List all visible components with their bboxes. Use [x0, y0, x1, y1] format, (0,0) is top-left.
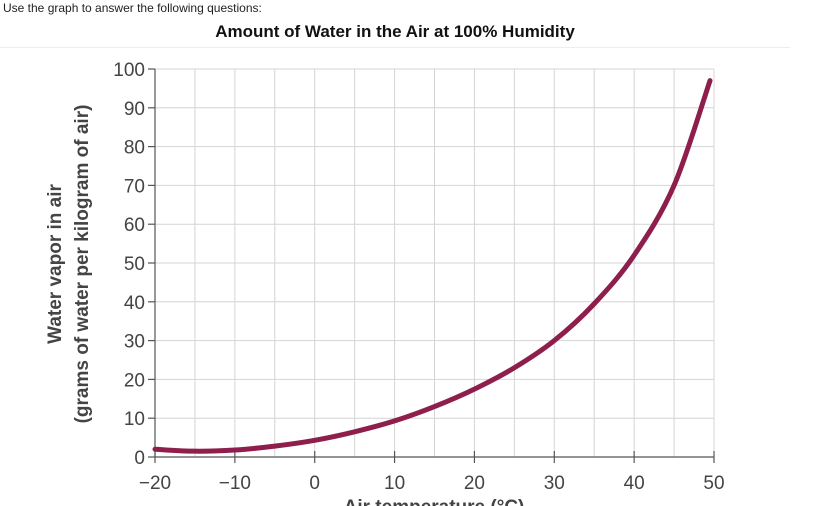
series-line — [152, 78, 713, 454]
y-tick-label: 30 — [124, 332, 145, 353]
chart-title: Amount of Water in the Air at 100% Humid… — [215, 22, 575, 41]
y-tick-label: 60 — [124, 215, 145, 236]
x-tick-label: 30 — [544, 473, 565, 494]
y-tick-label: 0 — [134, 448, 145, 469]
x-tick-labels: −20 −10 0 10 20 30 40 50 — [139, 473, 725, 494]
axes — [148, 68, 715, 463]
x-axis-title: Air temperature (°C) — [344, 497, 525, 506]
x-tick-label: 50 — [703, 473, 724, 494]
x-tick-label: 40 — [624, 473, 645, 494]
y-tick-label: 40 — [124, 293, 145, 314]
y-tick-label: 20 — [124, 370, 145, 391]
y-tick-label: 90 — [124, 99, 145, 120]
y-tick-label: 100 — [113, 60, 145, 81]
y-axis-title-line2: (grams of water per kilogram of air) — [72, 105, 93, 424]
x-tick-label: −10 — [219, 473, 251, 494]
x-tick-label: −20 — [139, 473, 171, 494]
y-tick-label: 80 — [124, 138, 145, 159]
series — [152, 78, 713, 454]
x-tick-label: 10 — [384, 473, 405, 494]
x-tick-label: 20 — [464, 473, 485, 494]
y-tick-label: 70 — [124, 176, 145, 197]
y-axis-title-line1: Water vapor in air — [45, 184, 66, 344]
y-tick-labels: 0 10 20 30 40 50 60 70 80 90 100 — [113, 60, 145, 469]
instruction-text: Use the graph to answer the following qu… — [3, 1, 262, 15]
title-divider — [0, 47, 790, 48]
x-tick-label: 0 — [309, 473, 320, 494]
y-tick-label: 10 — [124, 409, 145, 430]
grid — [154, 68, 715, 458]
y-tick-label: 50 — [124, 254, 145, 275]
